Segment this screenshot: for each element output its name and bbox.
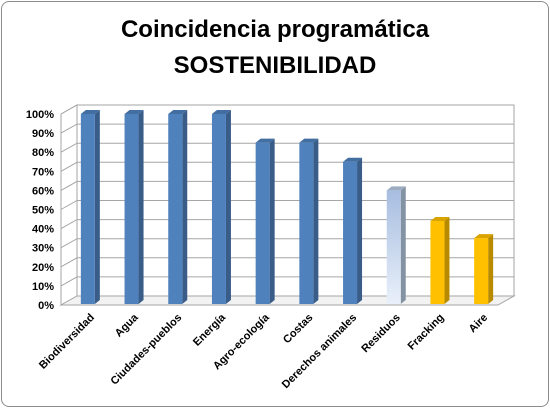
gridline — [60, 276, 514, 287]
bar-side — [94, 110, 100, 304]
x-tick-label: Biodiversidad — [37, 312, 97, 372]
bar-front — [474, 238, 489, 304]
bar-top — [124, 110, 144, 114]
bar — [80, 110, 100, 304]
bar-side — [444, 216, 450, 304]
bar-top — [211, 110, 231, 114]
y-tick-label: 80% — [32, 147, 54, 159]
bar — [343, 157, 363, 304]
bar — [211, 110, 231, 304]
bar — [124, 110, 144, 304]
bar-side — [400, 186, 406, 304]
bar — [474, 234, 494, 304]
bar-side — [269, 138, 275, 304]
bar-side — [182, 110, 188, 304]
bar-top — [386, 186, 406, 191]
y-tick-label: 0% — [38, 300, 54, 312]
bar-front — [168, 114, 183, 304]
gridline — [60, 104, 514, 115]
bar-side — [225, 110, 231, 304]
bar-top — [80, 110, 100, 114]
bar — [430, 216, 450, 304]
bar-front — [255, 142, 270, 304]
y-tick-label: 20% — [32, 262, 54, 274]
bar — [299, 138, 319, 304]
bar-front — [211, 114, 226, 304]
gridline — [60, 219, 514, 230]
y-tick-label: 70% — [32, 166, 54, 178]
gridline — [60, 123, 514, 134]
bar-front — [430, 220, 445, 304]
y-tick-label: 40% — [32, 224, 54, 236]
bar-top — [474, 234, 494, 239]
y-tick-label: 90% — [32, 128, 54, 140]
bar-side — [313, 138, 319, 304]
x-tick-label: Derechos animales — [280, 312, 359, 391]
bar-front — [80, 114, 95, 304]
bar-top — [430, 216, 450, 221]
bar-front — [299, 142, 314, 304]
x-tick-label: Residuos — [359, 312, 402, 355]
bar-top — [255, 138, 275, 143]
y-tick-label: 50% — [32, 205, 54, 217]
x-tick-label: Fracking — [406, 312, 447, 353]
chart-subtitle: SOSTENIBILIDAD — [173, 52, 377, 79]
bar-top — [343, 157, 363, 162]
gridline — [60, 238, 514, 249]
gridline — [60, 142, 514, 153]
y-axis-ticks: 0% 10% 20% 30% 40% 50% 60% 70% 80% 90% 100% — [26, 109, 54, 312]
bar-front — [343, 161, 358, 304]
bar-front — [124, 114, 139, 304]
bars — [80, 110, 494, 304]
bar — [168, 110, 188, 304]
bar-front — [386, 190, 401, 304]
bar-top — [299, 138, 319, 143]
bar — [386, 186, 406, 304]
y-tick-label: 60% — [32, 185, 54, 197]
gridline — [60, 257, 514, 268]
gridline — [60, 180, 514, 191]
bar-side — [488, 234, 494, 304]
y-tick-label: 10% — [32, 281, 54, 293]
y-tick-label: 30% — [32, 243, 54, 255]
bar — [255, 138, 275, 304]
x-tick-label: Aire — [467, 312, 491, 336]
x-tick-label: Costas — [281, 312, 315, 346]
gridline — [60, 200, 514, 210]
x-tick-label: Agua — [113, 311, 142, 340]
y-tick-label: 100% — [26, 109, 54, 121]
gridline — [60, 161, 514, 172]
bar-top — [168, 110, 188, 114]
bar-side — [357, 157, 363, 304]
chart-title: Coincidencia programática — [120, 16, 430, 43]
bar-side — [138, 110, 144, 304]
x-tick-label: Energía — [191, 311, 229, 349]
gridlines — [60, 104, 514, 287]
